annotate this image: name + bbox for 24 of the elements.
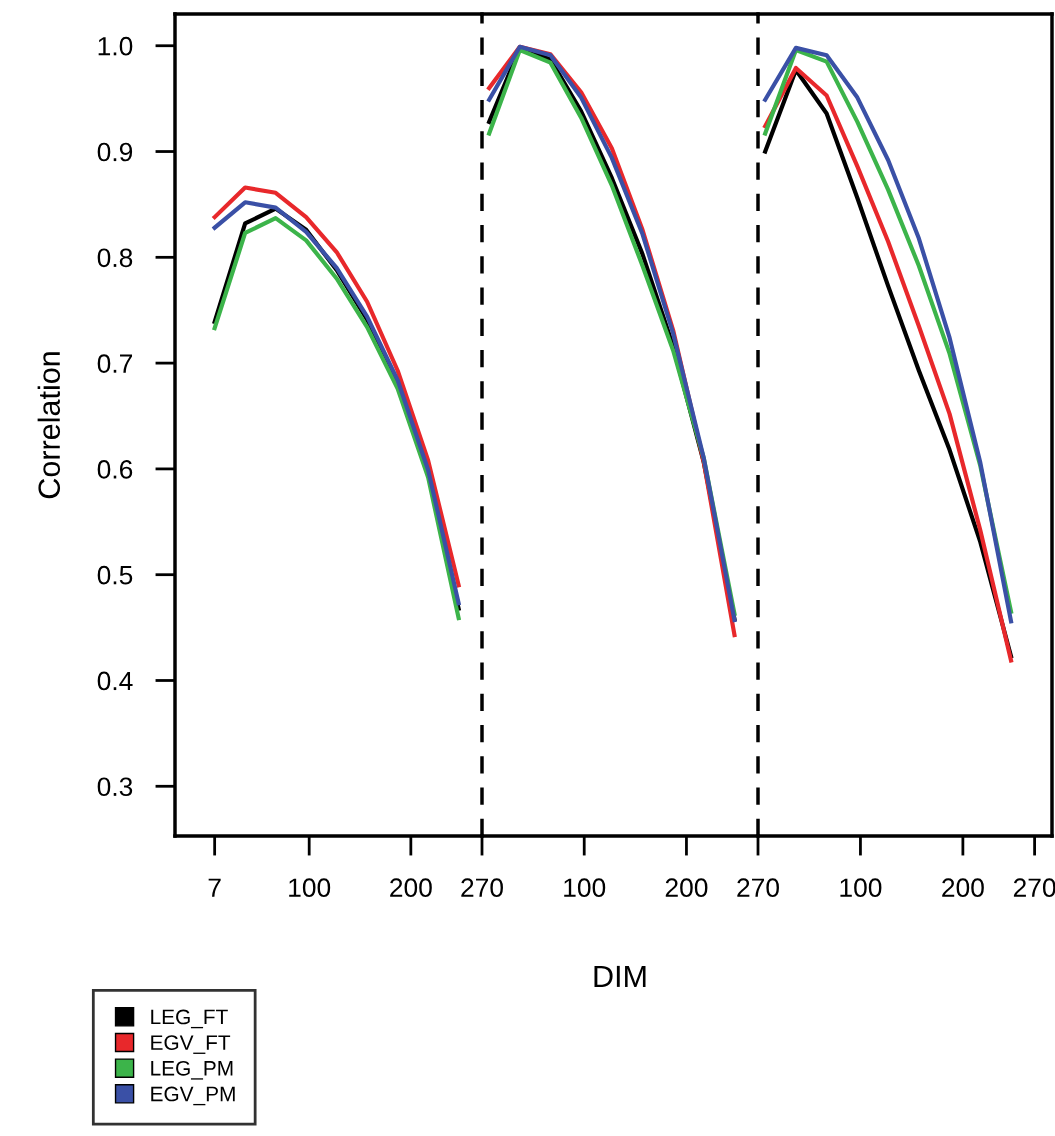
legend-label: EGV_PM <box>151 1086 235 1106</box>
y-axis-title: Correlation <box>37 352 61 499</box>
y-tick-label: 0.5 <box>97 565 133 585</box>
x-tick-label: 270 <box>1013 878 1055 898</box>
x-tick-label: 270 <box>461 878 503 898</box>
y-tick-label: 0.3 <box>97 777 133 797</box>
x-tick-label: 100 <box>289 878 331 898</box>
legend-label: EGV_FT <box>151 1035 231 1054</box>
x-tick-label: 7 <box>208 878 221 897</box>
legend-label: LEG_FT <box>151 1009 228 1029</box>
x-tick-label: 100 <box>564 878 606 898</box>
x-tick-label: 100 <box>840 878 882 898</box>
y-tick-label: 0.9 <box>97 142 133 162</box>
y-tick-label: 0.7 <box>97 354 133 373</box>
x-axis-title: DIM <box>594 965 646 987</box>
y-tick-label: 0.8 <box>97 248 133 268</box>
x-tick-label: 270 <box>737 878 779 898</box>
x-tick-label: 200 <box>390 878 432 898</box>
x-tick-label: 200 <box>942 878 984 898</box>
x-tick-label: 200 <box>665 878 708 898</box>
y-tick-label: 0.4 <box>97 671 133 691</box>
y-tick-label: 1.0 <box>98 36 133 56</box>
legend-label: LEG_PM <box>151 1060 233 1080</box>
y-tick-label: 0.6 <box>97 460 133 479</box>
